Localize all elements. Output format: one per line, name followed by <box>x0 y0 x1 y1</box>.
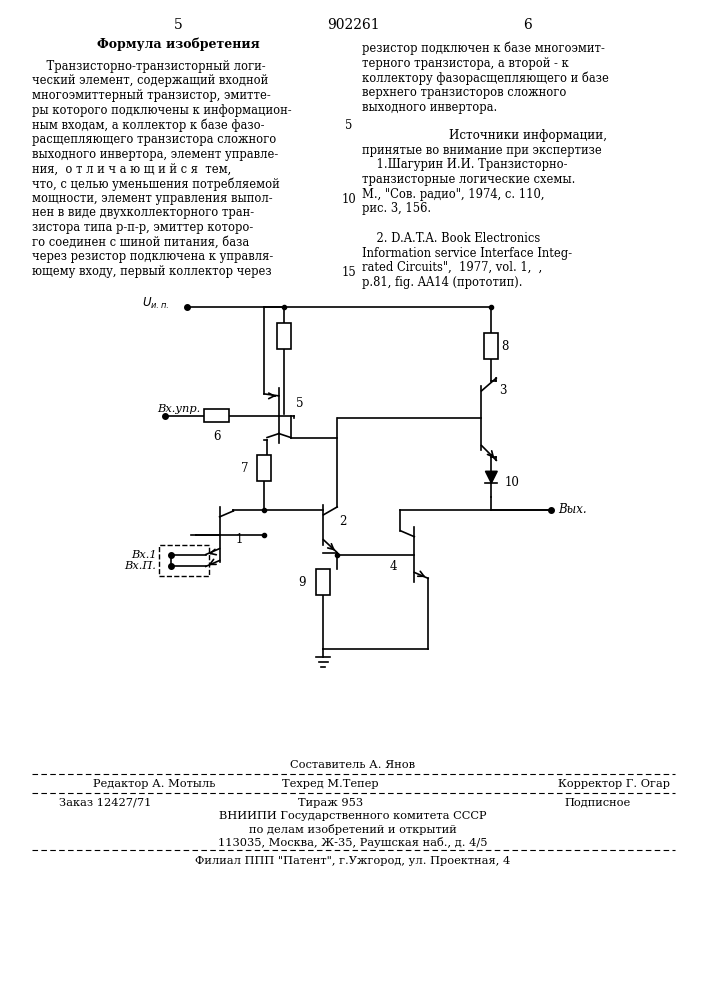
Bar <box>257 455 271 481</box>
Bar <box>317 569 330 595</box>
Text: Вх.упр.: Вх.упр. <box>158 404 201 414</box>
Text: расщепляющего транзистора сложного: расщепляющего транзистора сложного <box>32 133 276 146</box>
Text: ВНИИПИ Государственного комитета СССР: ВНИИПИ Государственного комитета СССР <box>219 811 486 821</box>
Text: 113035, Москва, Ж-35, Раушская наб., д. 4/5: 113035, Москва, Ж-35, Раушская наб., д. … <box>218 837 488 848</box>
Text: терного транзистора, а второй - к: терного транзистора, а второй - к <box>362 57 568 70</box>
Text: 10: 10 <box>341 193 356 206</box>
Text: ния,  о т л и ч а ю щ и й с я  тем,: ния, о т л и ч а ю щ и й с я тем, <box>32 162 231 175</box>
Text: 6: 6 <box>524 18 532 32</box>
Text: Вх.1: Вх.1 <box>131 550 156 560</box>
Text: Редактор А. Мотыль: Редактор А. Мотыль <box>93 779 216 789</box>
Text: 5: 5 <box>345 119 353 132</box>
Text: Филиал ППП "Патент", г.Ужгород, ул. Проектная, 4: Филиал ППП "Патент", г.Ужгород, ул. Прое… <box>195 856 510 866</box>
Bar <box>159 545 209 576</box>
Text: ческий элемент, содержащий входной: ческий элемент, содержащий входной <box>32 74 268 87</box>
Text: коллектору фазорасщепляющего и базе: коллектору фазорасщепляющего и базе <box>362 71 609 85</box>
Text: 6: 6 <box>213 430 221 443</box>
Text: выходного инвертора.: выходного инвертора. <box>362 101 497 114</box>
Text: ющему входу, первый коллектор через: ющему входу, первый коллектор через <box>32 265 271 278</box>
Bar <box>204 409 230 422</box>
Text: Вх.П.: Вх.П. <box>124 561 156 571</box>
Text: Транзисторно-транзисторный логи-: Транзисторно-транзисторный логи- <box>32 60 265 73</box>
Text: многоэмиттерный транзистор, эмитте-: многоэмиттерный транзистор, эмитте- <box>32 89 271 102</box>
Text: rated Circuits",  1977, vol. 1,  ,: rated Circuits", 1977, vol. 1, , <box>362 261 542 274</box>
Text: 5: 5 <box>296 397 303 410</box>
Text: 1.Шагурин И.И. Транзисторно-: 1.Шагурин И.И. Транзисторно- <box>362 158 568 171</box>
Text: Заказ 12427/71: Заказ 12427/71 <box>59 798 151 808</box>
Text: Источники информации,: Источники информации, <box>449 129 607 142</box>
Text: 8: 8 <box>501 340 508 353</box>
Text: нен в виде двухколлекторного тран-: нен в виде двухколлекторного тран- <box>32 206 254 219</box>
Text: 10: 10 <box>504 476 519 489</box>
Text: 2. D.A.T.A. Book Electronics: 2. D.A.T.A. Book Electronics <box>362 232 540 245</box>
Text: 5: 5 <box>174 18 182 32</box>
Text: 4: 4 <box>390 560 397 573</box>
Text: Формула изобретения: Формула изобретения <box>97 38 259 51</box>
Text: ры которого подключены к информацион-: ры которого подключены к информацион- <box>32 104 291 117</box>
Text: 3: 3 <box>499 384 507 397</box>
Text: Information service Interface Integ-: Information service Interface Integ- <box>362 247 572 260</box>
Text: что, с целью уменьшения потребляемой: что, с целью уменьшения потребляемой <box>32 177 279 191</box>
Text: p.81, fig. AA14 (прототип).: p.81, fig. AA14 (прототип). <box>362 276 522 289</box>
Text: Техред М.Тепер: Техред М.Тепер <box>282 779 378 789</box>
Text: М., "Сов. радио", 1974, с. 110,: М., "Сов. радио", 1974, с. 110, <box>362 188 544 201</box>
Bar <box>484 333 498 359</box>
Text: Тираж 953: Тираж 953 <box>298 798 363 808</box>
Text: 7: 7 <box>241 462 248 475</box>
Text: Составитель А. Янов: Составитель А. Янов <box>291 760 416 770</box>
Text: го соединен с шиной питания, база: го соединен с шиной питания, база <box>32 236 249 249</box>
Text: Вых.: Вых. <box>559 503 588 516</box>
Text: $U_{и.п.}$: $U_{и.п.}$ <box>142 296 169 311</box>
Text: 1: 1 <box>235 533 243 546</box>
Bar <box>277 323 291 349</box>
Text: ным входам, а коллектор к базе фазо-: ным входам, а коллектор к базе фазо- <box>32 118 264 132</box>
Text: рис. 3, 156.: рис. 3, 156. <box>362 202 431 215</box>
Text: по делам изобретений и открытий: по делам изобретений и открытий <box>249 824 457 835</box>
Polygon shape <box>486 471 497 483</box>
Text: мощности, элемент управления выпол-: мощности, элемент управления выпол- <box>32 192 272 205</box>
Text: выходного инвертора, элемент управле-: выходного инвертора, элемент управле- <box>32 148 278 161</box>
Text: 2: 2 <box>339 515 346 528</box>
Text: принятые во внимание при экспертизе: принятые во внимание при экспертизе <box>362 144 602 157</box>
Text: резистор подключен к базе многоэмит-: резистор подключен к базе многоэмит- <box>362 42 604 55</box>
Text: верхнего транзисторов сложного: верхнего транзисторов сложного <box>362 86 566 99</box>
Text: Подписное: Подписное <box>564 798 630 808</box>
Text: зистора типа р-п-р, эмиттер которо-: зистора типа р-п-р, эмиттер которо- <box>32 221 253 234</box>
Text: 15: 15 <box>341 266 356 279</box>
Text: Корректор Г. Огар: Корректор Г. Огар <box>558 779 670 789</box>
Text: через резистор подключена к управля-: через резистор подключена к управля- <box>32 250 273 263</box>
Text: транзисторные логические схемы.: транзисторные логические схемы. <box>362 173 575 186</box>
Text: 9: 9 <box>298 576 305 589</box>
Text: 902261: 902261 <box>327 18 380 32</box>
